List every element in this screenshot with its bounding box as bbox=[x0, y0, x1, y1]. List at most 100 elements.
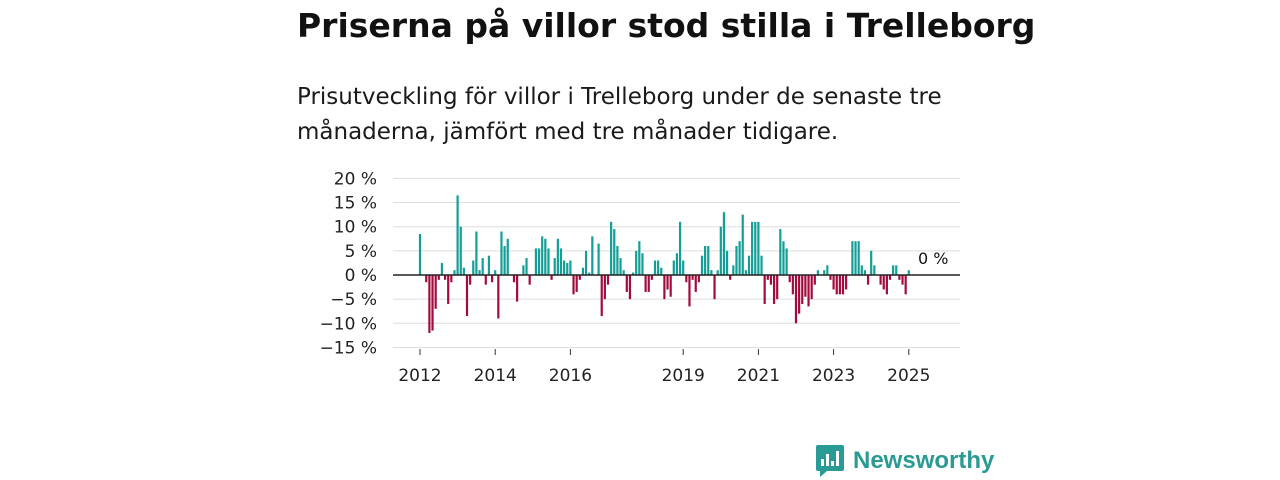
page-title: Priserna på villor stod stilla i Trelleb… bbox=[297, 6, 1036, 45]
bar bbox=[528, 275, 531, 285]
x-tick-label: 2019 bbox=[662, 366, 705, 386]
bar bbox=[619, 258, 622, 276]
bar bbox=[500, 231, 503, 275]
x-tick-label: 2021 bbox=[737, 366, 780, 386]
x-tick-label: 2014 bbox=[474, 366, 517, 386]
bar bbox=[625, 275, 628, 292]
bar bbox=[747, 255, 751, 275]
bar bbox=[425, 275, 428, 283]
bar bbox=[484, 275, 487, 285]
brand-name: Newsworthy bbox=[853, 447, 995, 474]
bar bbox=[713, 275, 716, 300]
bar bbox=[857, 241, 860, 275]
bar bbox=[534, 248, 538, 276]
bar bbox=[559, 248, 563, 276]
bar bbox=[572, 275, 575, 295]
bar bbox=[801, 275, 804, 304]
bar bbox=[841, 275, 845, 295]
bar bbox=[597, 243, 600, 275]
bar bbox=[588, 272, 591, 275]
bar bbox=[710, 270, 713, 275]
bar bbox=[431, 275, 434, 331]
bar bbox=[616, 246, 619, 275]
bar bbox=[779, 229, 782, 275]
bar bbox=[810, 275, 813, 300]
bar bbox=[456, 195, 459, 276]
bar bbox=[813, 275, 816, 285]
bar bbox=[503, 246, 506, 275]
bar bbox=[506, 238, 509, 276]
x-tick-label: 2012 bbox=[398, 366, 441, 386]
bar bbox=[879, 275, 882, 285]
bar bbox=[663, 275, 666, 300]
bar bbox=[497, 275, 500, 319]
annotations: 0 % bbox=[918, 249, 948, 268]
bar bbox=[763, 275, 766, 304]
bar bbox=[494, 270, 497, 275]
bar bbox=[907, 270, 910, 275]
bar bbox=[553, 258, 556, 276]
bar bbox=[732, 265, 735, 275]
bar bbox=[472, 260, 475, 275]
bar bbox=[691, 275, 694, 280]
bar bbox=[898, 275, 901, 280]
bar bbox=[766, 275, 769, 280]
x-axis-labels: 2012 2014 2016 2019 2021 2023 2025 bbox=[398, 349, 930, 386]
bar bbox=[700, 255, 704, 275]
bar bbox=[481, 258, 484, 276]
x-tick-label: 2023 bbox=[812, 366, 855, 386]
bar bbox=[901, 275, 904, 285]
bar bbox=[547, 248, 550, 276]
bar bbox=[719, 226, 722, 275]
bar bbox=[885, 275, 888, 295]
bar bbox=[453, 270, 456, 275]
bar bbox=[860, 265, 863, 275]
bar bbox=[904, 275, 907, 295]
bar bbox=[791, 275, 794, 295]
bar bbox=[675, 253, 679, 275]
bar bbox=[807, 275, 810, 307]
bar bbox=[603, 275, 606, 300]
grid-lines bbox=[393, 177, 960, 348]
bar bbox=[610, 221, 613, 275]
bar bbox=[641, 253, 644, 275]
bar bbox=[798, 275, 801, 314]
bar bbox=[725, 250, 729, 275]
bar bbox=[631, 272, 635, 275]
bar bbox=[575, 275, 578, 292]
bar bbox=[738, 241, 741, 275]
bar bbox=[760, 255, 763, 275]
bar bbox=[866, 275, 870, 285]
bar bbox=[581, 267, 585, 275]
bar bbox=[704, 246, 707, 275]
bar bbox=[657, 260, 660, 275]
bar bbox=[600, 275, 603, 317]
bar bbox=[469, 275, 472, 285]
bar bbox=[556, 238, 559, 276]
bar bbox=[478, 270, 481, 275]
bar bbox=[863, 270, 867, 275]
bar bbox=[566, 262, 569, 275]
bar bbox=[741, 214, 744, 276]
bar bbox=[794, 275, 798, 324]
bar bbox=[462, 267, 465, 275]
bar bbox=[563, 260, 566, 275]
bar bbox=[754, 221, 757, 275]
last-value-label: 0 % bbox=[918, 249, 948, 268]
bar bbox=[578, 275, 581, 280]
bar bbox=[516, 275, 519, 302]
bar bbox=[650, 275, 653, 280]
bar bbox=[606, 275, 610, 285]
bar bbox=[434, 275, 437, 309]
bar bbox=[769, 275, 773, 285]
bar bbox=[895, 265, 898, 275]
bar bbox=[882, 275, 885, 290]
bar bbox=[835, 275, 838, 295]
bar bbox=[832, 275, 835, 290]
bar bbox=[584, 250, 588, 275]
bar bbox=[669, 275, 672, 297]
bar bbox=[678, 221, 682, 275]
bar bbox=[591, 236, 594, 275]
bar bbox=[845, 275, 848, 290]
bar bbox=[450, 275, 453, 283]
